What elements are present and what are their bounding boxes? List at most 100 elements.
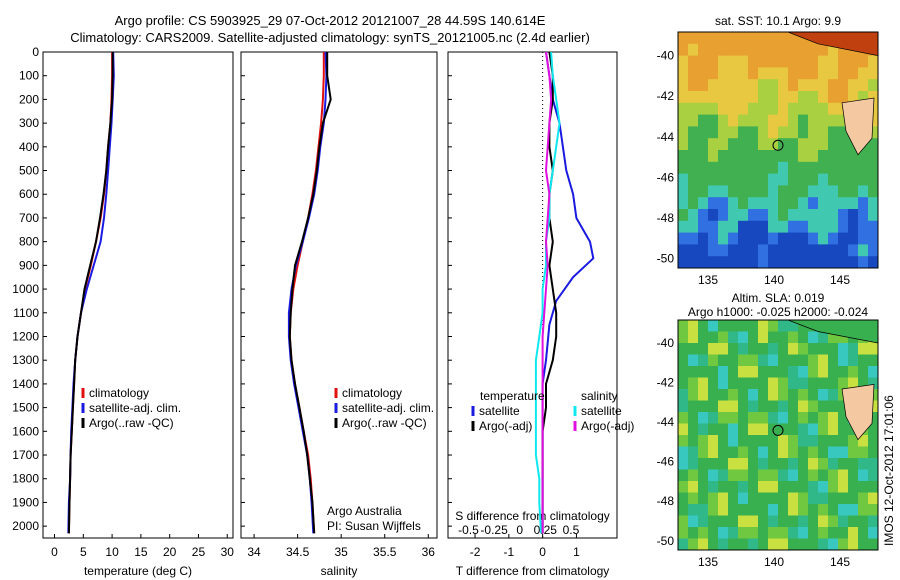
x-tick-label: 0 bbox=[51, 545, 58, 559]
map-cell bbox=[778, 220, 789, 234]
map-cell bbox=[858, 197, 869, 210]
map-cell bbox=[798, 55, 809, 68]
map-cell bbox=[858, 515, 869, 528]
x-axis-label: salinity bbox=[321, 564, 358, 578]
map-cell bbox=[868, 232, 878, 245]
map-cell bbox=[738, 232, 749, 245]
map-cell bbox=[688, 209, 699, 222]
map-cell bbox=[818, 492, 829, 505]
map-cell bbox=[718, 481, 729, 494]
map-cell bbox=[728, 458, 739, 471]
map-cell bbox=[718, 138, 729, 151]
map-cell bbox=[838, 469, 849, 482]
legend-heading: salinity bbox=[581, 389, 618, 403]
map-cell bbox=[788, 79, 799, 92]
map-cell bbox=[858, 256, 869, 268]
map-cell bbox=[848, 538, 859, 550]
map-cell bbox=[768, 256, 779, 268]
map-cell bbox=[808, 366, 819, 379]
map-cell bbox=[678, 32, 689, 45]
map-cell bbox=[748, 197, 759, 210]
map-cell bbox=[768, 469, 779, 482]
map-cell bbox=[858, 173, 869, 186]
map-cell bbox=[788, 377, 799, 390]
map-cell bbox=[828, 469, 839, 482]
map-cell bbox=[718, 366, 729, 379]
map-cell bbox=[868, 377, 878, 390]
map-cell bbox=[698, 435, 709, 448]
y-tick-label: 1500 bbox=[12, 401, 39, 415]
map-cell bbox=[738, 435, 749, 448]
map-cell bbox=[768, 527, 779, 540]
map-cell bbox=[678, 423, 689, 436]
map-cell bbox=[748, 423, 759, 436]
map-cell bbox=[718, 67, 729, 80]
map-cell bbox=[758, 538, 769, 550]
panel-difference: -2 -1 0 1T difference from climatology-0.5-… bbox=[447, 51, 634, 578]
map-cell bbox=[788, 161, 799, 175]
map-cell bbox=[778, 492, 789, 505]
map-cell bbox=[778, 79, 789, 92]
map-cell bbox=[708, 400, 719, 413]
map-cell bbox=[758, 481, 769, 494]
map-cell bbox=[768, 354, 779, 367]
map-cell bbox=[808, 469, 819, 482]
map-cell bbox=[748, 458, 759, 471]
map-cell bbox=[768, 244, 779, 257]
map-cell bbox=[748, 400, 759, 413]
map-cell bbox=[738, 400, 749, 413]
map-cell bbox=[718, 492, 729, 505]
map-cell bbox=[868, 173, 878, 186]
map-cell bbox=[798, 504, 809, 517]
map-cell bbox=[838, 150, 849, 163]
map-cell bbox=[688, 67, 699, 80]
map-cell bbox=[788, 209, 799, 222]
map-cell bbox=[868, 55, 878, 68]
map-cell bbox=[828, 354, 839, 367]
map-cell bbox=[688, 91, 699, 104]
map-cell bbox=[758, 55, 769, 68]
map-cell bbox=[698, 102, 709, 116]
map-cell bbox=[678, 102, 689, 116]
map-cell bbox=[858, 67, 869, 80]
map-cell bbox=[828, 244, 839, 257]
map-cell bbox=[678, 161, 689, 175]
map-cell bbox=[798, 43, 809, 57]
map-cell bbox=[818, 209, 829, 222]
map-cell bbox=[748, 256, 759, 268]
map-cell bbox=[778, 446, 789, 459]
map-cell bbox=[758, 504, 769, 517]
map-cell bbox=[788, 515, 799, 528]
map-cell bbox=[778, 412, 789, 425]
map-cell bbox=[818, 469, 829, 482]
map-cell bbox=[758, 515, 769, 528]
map-cell bbox=[688, 185, 699, 198]
map-cell bbox=[728, 538, 739, 550]
map-cell bbox=[728, 343, 739, 356]
map-cell bbox=[818, 67, 829, 80]
map-cell bbox=[678, 91, 689, 104]
map-cell bbox=[828, 161, 839, 175]
map-cell bbox=[698, 469, 709, 482]
map-cell bbox=[788, 114, 799, 127]
map-cell bbox=[738, 469, 749, 482]
map-cell bbox=[688, 343, 699, 356]
map-cell bbox=[848, 161, 859, 175]
map-cell bbox=[858, 220, 869, 234]
map-cell bbox=[798, 377, 809, 390]
map-cell bbox=[838, 331, 849, 344]
tasmania-landmass bbox=[841, 97, 875, 156]
map-cell bbox=[708, 331, 719, 344]
y-tick-label: 1300 bbox=[12, 353, 39, 367]
map-cell bbox=[808, 185, 819, 198]
map-cell bbox=[698, 458, 709, 471]
map-cell bbox=[818, 331, 829, 344]
map-cell bbox=[818, 244, 829, 257]
map-cell bbox=[868, 126, 878, 139]
map-cell bbox=[708, 220, 719, 234]
map-cell bbox=[688, 320, 699, 333]
map-cell bbox=[688, 114, 699, 127]
map-cell bbox=[798, 343, 809, 356]
map-cell bbox=[818, 481, 829, 494]
